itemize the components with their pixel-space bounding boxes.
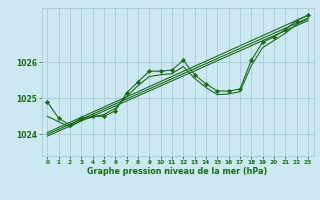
X-axis label: Graphe pression niveau de la mer (hPa): Graphe pression niveau de la mer (hPa) xyxy=(87,167,268,176)
